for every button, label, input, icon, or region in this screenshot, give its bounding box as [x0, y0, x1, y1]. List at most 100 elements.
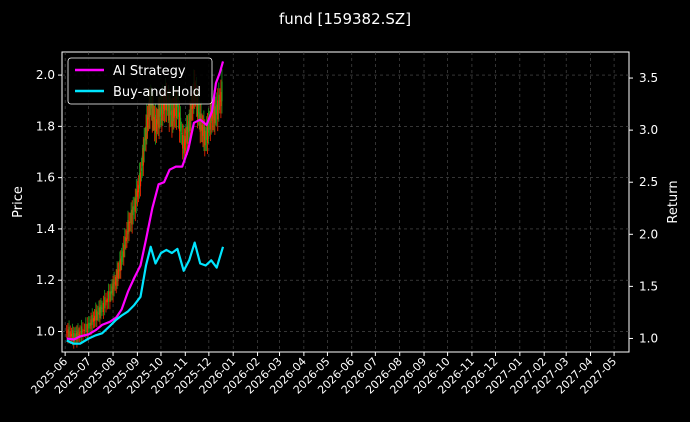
- candle-body: [154, 114, 157, 134]
- x-axis: 2025-062025-072025-082025-092025-102025-…: [29, 352, 619, 397]
- candle-body: [128, 221, 130, 233]
- candle-body: [70, 334, 73, 337]
- candle-body: [110, 291, 112, 295]
- candle-body: [145, 126, 147, 141]
- candle-body: [72, 330, 74, 340]
- candle-body: [67, 329, 69, 338]
- candle-body: [218, 94, 220, 110]
- candle-body: [143, 139, 145, 152]
- candle-body: [184, 139, 186, 150]
- candle-body: [73, 333, 75, 343]
- candle-body: [161, 102, 163, 121]
- candle-body: [105, 299, 107, 306]
- candle-body: [151, 102, 153, 121]
- y2-tick-label: 3.0: [639, 123, 658, 137]
- candle-body: [176, 103, 179, 108]
- candle-body: [217, 100, 219, 120]
- candle-body: [68, 326, 70, 337]
- candle-body: [125, 238, 127, 242]
- candle-body: [203, 122, 205, 140]
- candle-body: [213, 102, 215, 121]
- ai-strategy-line: [66, 61, 225, 341]
- candle-body: [208, 122, 210, 125]
- candle-body: [107, 291, 110, 302]
- candle-body: [158, 109, 160, 128]
- candle-body: [96, 311, 98, 321]
- candle-body: [69, 331, 71, 338]
- candle-body: [186, 126, 188, 144]
- candle-body: [152, 103, 154, 120]
- y2-tick-label: 1.5: [639, 279, 658, 293]
- candle-body: [122, 251, 124, 257]
- candle-body: [196, 97, 199, 117]
- y-axis-left: 1.0 1.2 1.4 1.6 1.8 2.0: [36, 68, 62, 338]
- candle-body: [174, 108, 176, 116]
- candle-body: [120, 258, 122, 271]
- candle-body: [221, 81, 223, 102]
- candle-body: [164, 100, 166, 111]
- candle-body: [170, 111, 172, 115]
- candle-body: [124, 236, 126, 249]
- candle-body: [88, 322, 90, 329]
- candle-body: [156, 120, 158, 123]
- candle-body: [129, 222, 131, 224]
- candle-body: [216, 104, 218, 115]
- y2-tick-label: 3.5: [639, 71, 658, 85]
- candle-body: [113, 279, 115, 289]
- candle-body: [162, 96, 164, 115]
- candle-body: [121, 256, 123, 262]
- candle-body: [209, 114, 211, 130]
- series-lines: [66, 61, 225, 345]
- candle-body: [93, 315, 96, 322]
- candle-body: [74, 333, 76, 338]
- y2-tick-label: 2.0: [639, 227, 658, 241]
- candle-body: [157, 109, 159, 125]
- candle-body: [119, 259, 121, 271]
- candle-body: [159, 107, 161, 117]
- legend: AI Strategy Buy-and-Hold: [67, 57, 213, 105]
- candle-body: [168, 101, 170, 121]
- candle-body: [92, 318, 95, 322]
- candle-body: [202, 126, 204, 136]
- candle-body: [134, 198, 136, 212]
- candle-body: [138, 173, 141, 189]
- candle-body: [184, 138, 187, 143]
- candle-body: [141, 155, 143, 167]
- candle-body: [131, 209, 133, 225]
- candle-body: [140, 168, 143, 171]
- candle-body: [212, 111, 214, 119]
- candle-body: [154, 117, 156, 130]
- candle-body: [82, 328, 84, 337]
- candle-body: [211, 111, 213, 121]
- candle-body: [142, 148, 144, 166]
- candle-body: [206, 127, 208, 140]
- candle-body: [99, 306, 101, 318]
- candle-body: [171, 110, 173, 127]
- candle-body: [188, 121, 190, 130]
- y2-tick-label: 2.5: [639, 175, 658, 189]
- candle-body: [90, 319, 92, 329]
- candle-body: [191, 106, 193, 110]
- candle-body: [77, 329, 79, 339]
- candle-body: [187, 125, 189, 133]
- candle-body: [75, 333, 77, 338]
- candle-body: [104, 297, 106, 309]
- candle-body: [95, 309, 97, 321]
- y2-axis-label: Return: [666, 180, 681, 223]
- candle-body: [190, 103, 192, 120]
- y-axis-right: 1.0 1.5 2.0 2.5 3.0 3.5: [629, 71, 658, 345]
- candle-body: [197, 103, 199, 114]
- candle-body: [111, 286, 113, 293]
- candle-body: [177, 105, 180, 117]
- candle-body: [178, 112, 181, 132]
- candle-body: [205, 138, 207, 140]
- candle-body: [118, 269, 120, 272]
- candle-body: [109, 291, 111, 303]
- candle-body: [163, 103, 165, 110]
- candle-body: [139, 172, 142, 187]
- candle-body: [215, 108, 217, 114]
- candle-body: [146, 114, 148, 134]
- candle-body: [132, 206, 134, 216]
- candle-body: [214, 106, 216, 124]
